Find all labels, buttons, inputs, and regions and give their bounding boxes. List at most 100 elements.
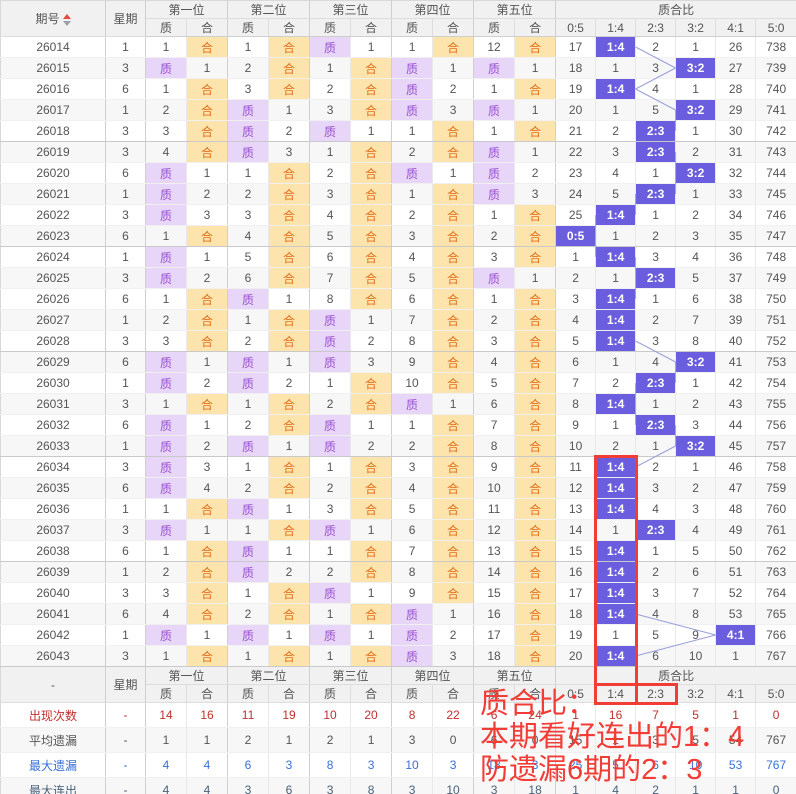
summary-value-cell: 19 — [268, 702, 311, 728]
ratio-miss-cell: 36 — [715, 246, 757, 268]
miss-count-cell: 1 — [227, 36, 270, 58]
ratio-miss-cell: 11 — [555, 456, 597, 478]
ratio-miss-cell: 6 — [675, 288, 717, 310]
subheader-prime: 质 — [145, 684, 187, 703]
period-cell: 26041 — [0, 603, 106, 625]
column-header-position-2: 第二位 — [227, 0, 311, 19]
miss-count-cell: 4 — [227, 225, 270, 247]
period-cell: 26023 — [0, 225, 106, 247]
composite-hit-cell: 合 — [432, 498, 475, 520]
miss-count-cell: 6 — [391, 288, 434, 310]
summary-ratio-cell: 4 — [595, 777, 637, 794]
summary-row: 平均遗漏 -1 1 2 1 2 1 3 0 6 0 15 1 3 5 54 767 — [0, 727, 796, 753]
ratio-miss-cell: 53 — [715, 603, 757, 625]
composite-hit-cell: 合 — [268, 309, 311, 331]
miss-count-cell: 1 — [268, 351, 311, 373]
ratio-miss-cell: 1 — [635, 204, 677, 226]
miss-count-cell: 5 — [473, 372, 516, 394]
ratio-miss-cell: 1 — [555, 246, 597, 268]
miss-count-cell: 2 — [350, 330, 393, 352]
miss-count-cell: 3 — [350, 351, 393, 373]
summary-value-cell: 0 — [514, 727, 557, 753]
miss-count-cell: 1 — [432, 603, 475, 625]
miss-count-cell: 7 — [391, 309, 434, 331]
miss-count-cell: 2 — [391, 141, 434, 163]
prime-hit-cell: 质 — [227, 624, 270, 646]
subheader-prime: 质 — [309, 18, 352, 37]
summary-row: 出现次数 -14 16 11 19 10 20 8 22 6 24 1 16 7 5 1 0 — [0, 702, 796, 728]
ratio-miss-cell: 741 — [755, 99, 796, 121]
miss-count-cell: 1 — [309, 645, 352, 667]
composite-hit-cell: 合 — [268, 162, 311, 184]
ratio-miss-cell: 38 — [715, 288, 757, 310]
ratio-miss-cell: 1 — [675, 456, 717, 478]
ratio-hit-cell: 4:1 — [715, 624, 757, 646]
miss-count-cell: 4 — [309, 204, 352, 226]
week-cell: 6 — [105, 477, 146, 499]
ratio-miss-cell: 765 — [755, 603, 796, 625]
composite-hit-cell: 合 — [268, 225, 311, 247]
summary-ratio-cell: 2 — [635, 777, 677, 794]
miss-count-cell: 8 — [391, 561, 434, 583]
ratio-miss-cell: 1 — [635, 540, 677, 562]
miss-count-cell: 9 — [391, 582, 434, 604]
miss-count-cell: 1 — [391, 36, 434, 58]
week-cell: 3 — [105, 120, 146, 142]
composite-hit-cell: 合 — [350, 456, 393, 478]
prime-hit-cell: 质 — [309, 351, 352, 373]
miss-count-cell: 1 — [186, 351, 229, 373]
ratio-miss-cell: 2 — [635, 309, 677, 331]
ratio-hit-cell: 1:4 — [595, 288, 637, 310]
table-row: 26014 1 1 合 1 合质 1 1 合 12 合 17 1:4 2 1 26 738 — [0, 36, 796, 58]
composite-hit-cell: 合 — [514, 645, 557, 667]
column-header-period[interactable]: 期号 — [0, 0, 106, 37]
week-cell: 3 — [105, 645, 146, 667]
ratio-hit-cell: 1:4 — [595, 78, 637, 100]
summary-value-cell: 3 — [391, 777, 434, 794]
ratio-miss-cell: 42 — [715, 372, 757, 394]
prime-hit-cell: 质 — [309, 519, 352, 541]
miss-count-cell: 3 — [227, 78, 270, 100]
ratio-miss-cell: 754 — [755, 372, 796, 394]
sort-icon[interactable] — [62, 13, 71, 26]
ratio-miss-cell: 2 — [675, 141, 717, 163]
table-row: 26040 3 3 合 1 合质 1 9 合 15 合 17 1:4 3 7 52 764 — [0, 582, 796, 604]
miss-count-cell: 12 — [473, 519, 516, 541]
composite-hit-cell: 合 — [514, 540, 557, 562]
miss-count-cell: 10 — [391, 372, 434, 394]
miss-count-cell: 2 — [391, 435, 434, 457]
ratio-miss-cell: 740 — [755, 78, 796, 100]
ratio-miss-cell: 753 — [755, 351, 796, 373]
ratio-miss-cell: 4 — [635, 498, 677, 520]
miss-count-cell: 3 — [309, 183, 352, 205]
ratio-hit-cell: 1:4 — [595, 645, 637, 667]
miss-count-cell: 1 — [186, 624, 229, 646]
period-cell: 26037 — [0, 519, 106, 541]
summary-value-cell: 18 — [514, 777, 557, 794]
prime-hit-cell: 质 — [391, 645, 434, 667]
composite-hit-cell: 合 — [268, 57, 311, 79]
ratio-miss-cell: 1 — [675, 36, 717, 58]
miss-count-cell: 9 — [391, 351, 434, 373]
miss-count-cell: 2 — [186, 372, 229, 394]
ratio-miss-cell: 44 — [715, 414, 757, 436]
period-cell: 26033 — [0, 435, 106, 457]
subheader-composite: 合 — [268, 18, 311, 37]
ratio-miss-cell: 30 — [715, 120, 757, 142]
composite-hit-cell: 合 — [432, 225, 475, 247]
summary-value-cell: 10 — [391, 752, 434, 778]
week-cell: 1 — [105, 36, 146, 58]
ratio-miss-cell: 15 — [555, 540, 597, 562]
miss-count-cell: 1 — [391, 414, 434, 436]
prime-hit-cell: 质 — [391, 57, 434, 79]
period-cell: 26032 — [0, 414, 106, 436]
ratio-miss-cell: 1 — [675, 372, 717, 394]
ratio-miss-cell: 2 — [675, 477, 717, 499]
week-cell: 3 — [105, 519, 146, 541]
composite-hit-cell: 合 — [268, 246, 311, 268]
ratio-miss-cell: 5 — [635, 624, 677, 646]
summary-ratio-cell: 5 — [675, 727, 717, 753]
ratio-miss-cell: 1 — [595, 624, 637, 646]
